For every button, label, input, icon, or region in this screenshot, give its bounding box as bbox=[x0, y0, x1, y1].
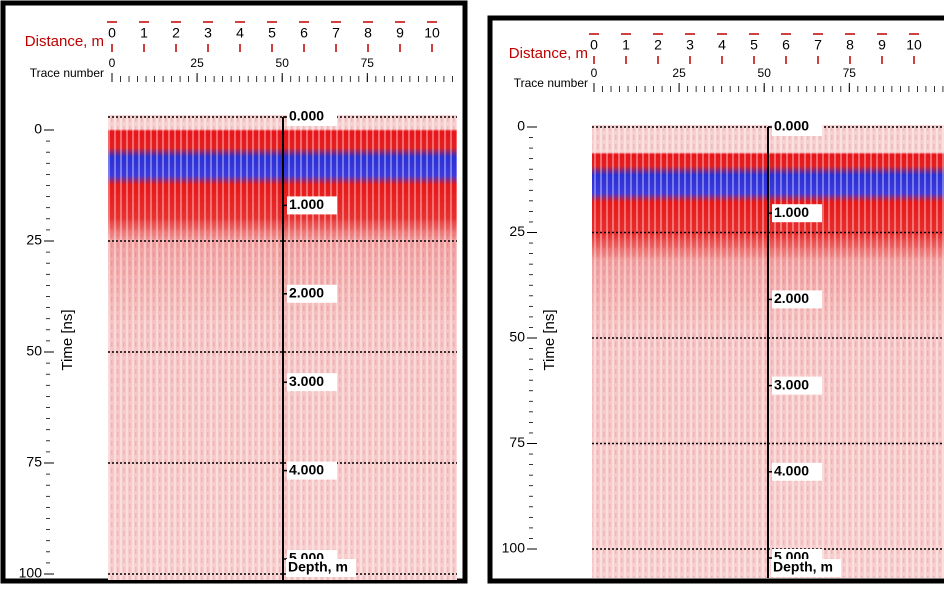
distance-tick-label: 6 bbox=[782, 37, 790, 53]
distance-tick-label: 6 bbox=[300, 25, 308, 41]
distance-tick-label: 7 bbox=[332, 25, 340, 41]
y2-axis-label: Depth, m bbox=[773, 559, 833, 575]
depth-tick-label: 3.000 bbox=[774, 376, 809, 392]
distance-tick-label: 1 bbox=[140, 25, 148, 41]
trace-tick-label: 0 bbox=[591, 66, 598, 80]
trace-tick-label: 25 bbox=[190, 56, 204, 70]
y-tick-label: 100 bbox=[502, 540, 526, 556]
trace-tick-label: 50 bbox=[758, 66, 772, 80]
y-tick-label: 75 bbox=[26, 454, 42, 470]
distance-label: Distance, m bbox=[509, 45, 588, 62]
y-axis-label: Time [ns] bbox=[541, 309, 558, 370]
depth-tick-label: 2.000 bbox=[774, 290, 809, 306]
distance-tick-label: 4 bbox=[718, 37, 726, 53]
distance-tick-label: 2 bbox=[172, 25, 180, 41]
y2-axis-label: Depth, m bbox=[288, 559, 348, 575]
distance-tick-label: 4 bbox=[236, 25, 244, 41]
depth-label-bg bbox=[287, 108, 337, 126]
trace-tick-label: 25 bbox=[672, 66, 686, 80]
distance-tick-label: 8 bbox=[846, 37, 854, 53]
y-tick-label: 75 bbox=[509, 434, 525, 450]
y-tick-label: 50 bbox=[509, 329, 525, 345]
y-tick-label: 0 bbox=[34, 121, 42, 137]
distance-tick-label: 0 bbox=[590, 37, 598, 53]
y-tick-label: 25 bbox=[509, 223, 525, 239]
y-tick-label: 100 bbox=[19, 565, 43, 581]
y-axis-label: Time [ns] bbox=[59, 309, 76, 370]
depth-tick-label: 2.000 bbox=[289, 285, 324, 301]
distance-tick-label: 5 bbox=[750, 37, 758, 53]
distance-tick-label: 10 bbox=[906, 37, 922, 53]
depth-tick-label: 4.000 bbox=[774, 463, 809, 479]
depth-tick-label: 1.000 bbox=[774, 204, 809, 220]
trace-tick-label: 0 bbox=[109, 56, 116, 70]
distance-tick-label: 1 bbox=[622, 37, 630, 53]
depth-label-bg bbox=[772, 204, 822, 223]
depth-tick-label: 1.000 bbox=[289, 196, 324, 212]
y-tick-label: 0 bbox=[517, 118, 525, 134]
depth-label-bg bbox=[772, 290, 822, 309]
trace-label: Trace number bbox=[514, 76, 588, 90]
distance-tick-label: 9 bbox=[878, 37, 886, 53]
depth-tick-label: 4.000 bbox=[289, 461, 324, 477]
depth-tick-label: 0.000 bbox=[289, 108, 324, 124]
distance-tick-label: 10 bbox=[424, 25, 440, 41]
depth-label-bg bbox=[287, 373, 337, 392]
depth-label-bg bbox=[287, 284, 337, 303]
trace-tick-label: 75 bbox=[843, 66, 857, 80]
panel-frame bbox=[487, 15, 944, 584]
depth-label-bg bbox=[772, 462, 822, 481]
depth-label-bg bbox=[286, 559, 356, 577]
depth-label-bg bbox=[287, 196, 337, 215]
distance-tick-label: 3 bbox=[686, 37, 694, 53]
y-tick-label: 25 bbox=[26, 232, 42, 248]
distance-tick-label: 2 bbox=[654, 37, 662, 53]
distance-label: Distance, m bbox=[25, 33, 104, 50]
trace-label: Trace number bbox=[30, 66, 104, 80]
panel-frame bbox=[0, 0, 468, 584]
distance-tick-label: 0 bbox=[108, 25, 116, 41]
depth-label-bg bbox=[287, 461, 337, 480]
y-tick-label: 50 bbox=[26, 343, 42, 359]
depth-label-bg bbox=[771, 559, 841, 577]
depth-label-bg bbox=[772, 376, 822, 395]
depth-tick-label: 3.000 bbox=[289, 373, 324, 389]
distance-tick-label: 8 bbox=[364, 25, 372, 41]
distance-tick-label: 3 bbox=[204, 25, 212, 41]
trace-tick-label: 75 bbox=[361, 56, 375, 70]
distance-tick-label: 9 bbox=[396, 25, 404, 41]
depth-tick-label: 0.000 bbox=[774, 118, 809, 134]
distance-tick-label: 7 bbox=[814, 37, 822, 53]
trace-tick-label: 50 bbox=[276, 56, 290, 70]
distance-tick-label: 5 bbox=[268, 25, 276, 41]
depth-label-bg bbox=[772, 118, 822, 136]
